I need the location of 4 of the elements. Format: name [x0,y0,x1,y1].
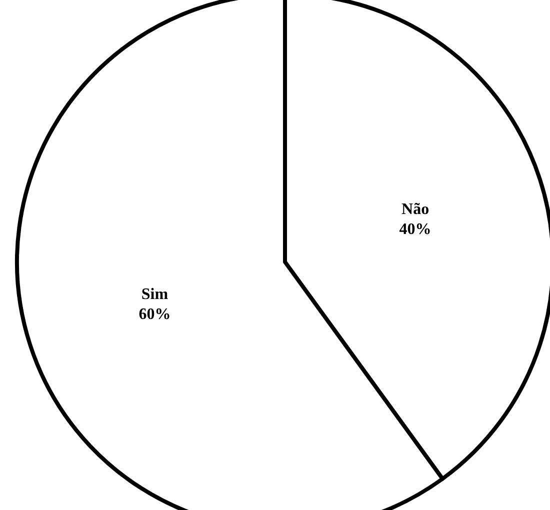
slice-label: Sim [141,286,169,303]
slice-label: Não [402,201,430,218]
data-label: 60% [138,306,171,323]
data-label: 40% [399,221,432,238]
